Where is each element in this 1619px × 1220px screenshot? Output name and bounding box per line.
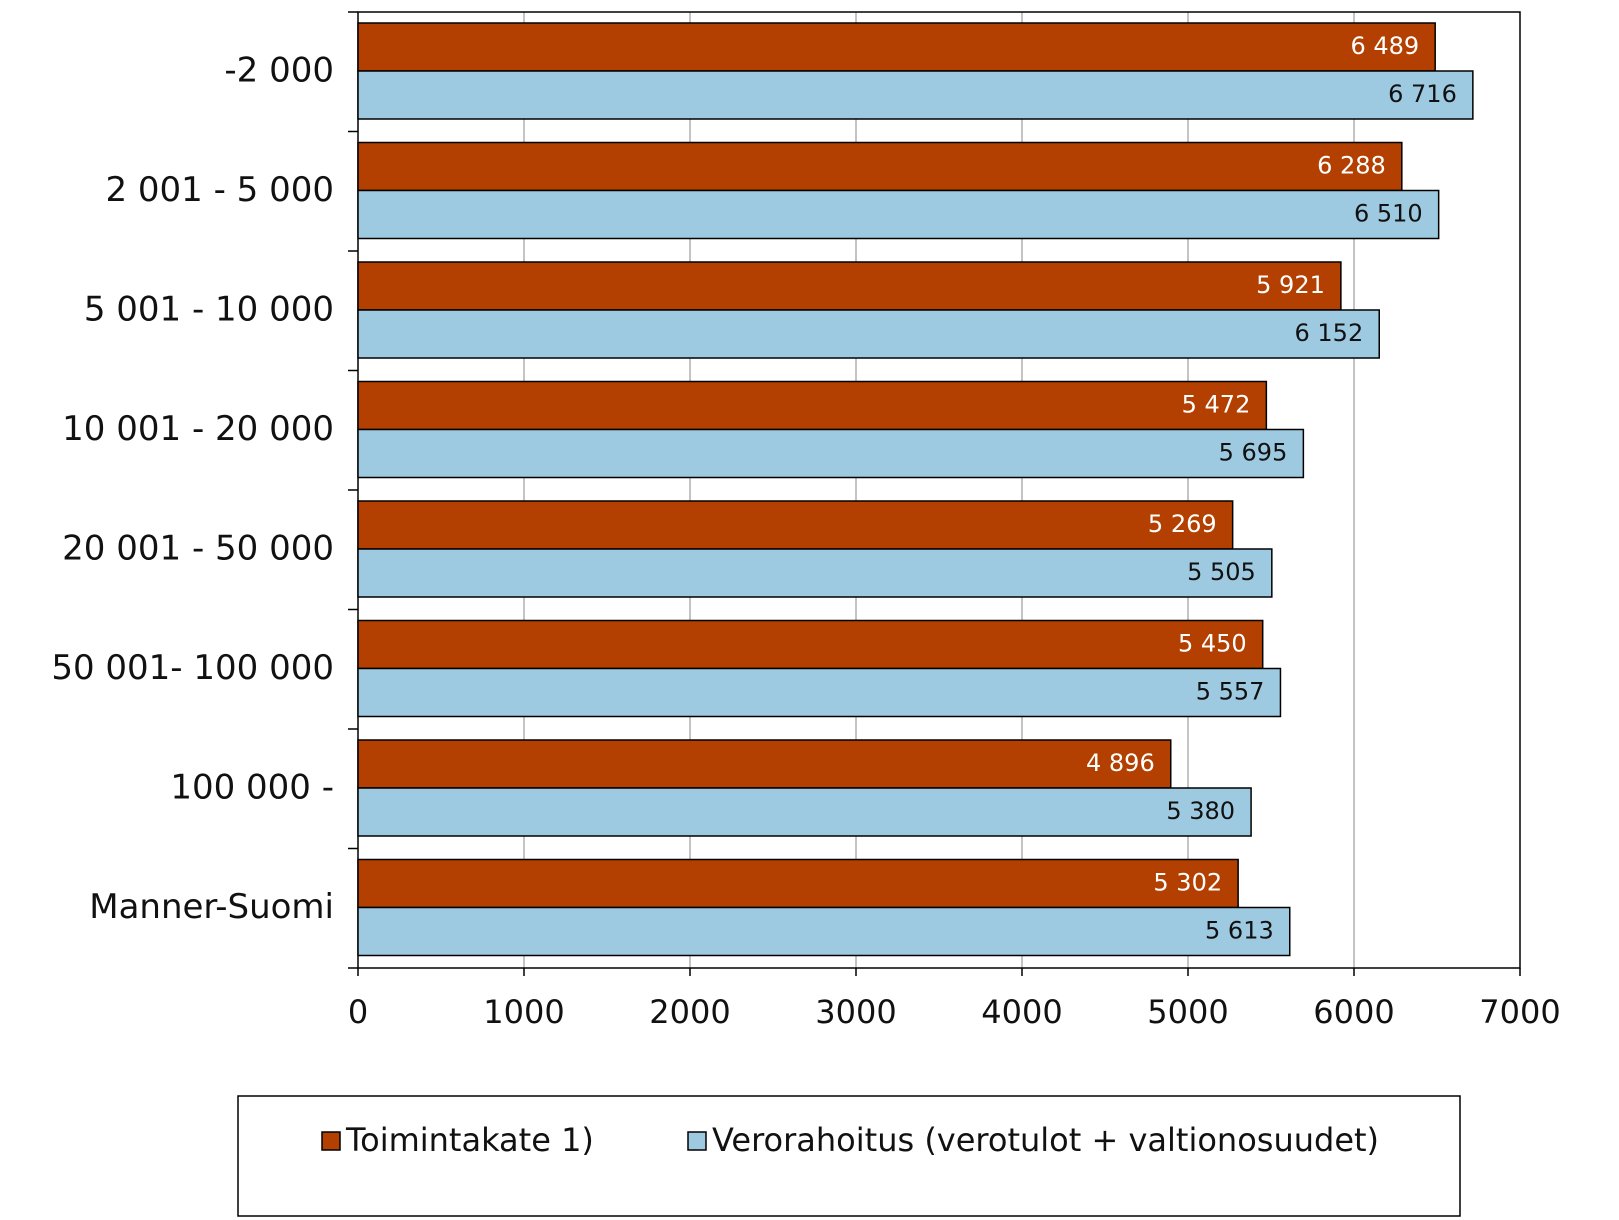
bar <box>357 619 1264 670</box>
y-tick-label: 10 001 - 20 000 <box>62 409 334 449</box>
y-tick-label: 5 001 - 10 000 <box>84 289 334 329</box>
legend-swatch <box>321 1131 341 1151</box>
y-tick-label: 20 001 - 50 000 <box>62 528 334 568</box>
y-tick-label: -2 000 <box>224 50 334 90</box>
legend-box <box>237 1095 1461 1217</box>
x-tick-label: 4000 <box>981 993 1062 1031</box>
bar <box>357 428 1305 479</box>
bar <box>357 787 1252 837</box>
bar <box>357 500 1234 550</box>
y-tick-label: 100 000 - <box>170 767 334 807</box>
data-label: 6 510 <box>1354 200 1423 228</box>
bar <box>357 548 1273 598</box>
x-tick-label: 7000 <box>1479 993 1560 1031</box>
y-tick-label: 2 001 - 5 000 <box>105 170 334 210</box>
bar <box>357 141 1403 192</box>
data-label: 5 613 <box>1205 917 1274 945</box>
bar <box>357 667 1282 718</box>
y-tick-label: Manner-Suomi <box>89 887 334 927</box>
x-tick-label: 0 <box>348 993 368 1031</box>
data-label: 5 269 <box>1148 510 1217 538</box>
data-label: 5 380 <box>1166 797 1235 825</box>
data-label: 5 302 <box>1153 869 1222 897</box>
x-tick-label: 3000 <box>815 993 896 1031</box>
bar <box>357 189 1440 240</box>
data-label: 6 489 <box>1350 32 1419 60</box>
y-tick-label: 50 001- 100 000 <box>51 648 334 688</box>
data-label: 5 695 <box>1219 439 1288 467</box>
bar <box>357 309 1380 359</box>
data-label: 5 921 <box>1256 271 1325 299</box>
legend-label: Verorahoitus (verotulot + valtionosuudet… <box>712 1121 1379 1159</box>
bar <box>357 858 1239 909</box>
data-label: 6 152 <box>1295 319 1364 347</box>
x-tick-label: 1000 <box>483 993 564 1031</box>
bar <box>357 739 1172 789</box>
data-label: 5 450 <box>1178 630 1247 658</box>
x-tick-label: 6000 <box>1313 993 1394 1031</box>
data-label: 6 288 <box>1317 152 1386 180</box>
data-label: 6 716 <box>1388 80 1457 108</box>
data-label: 5 505 <box>1187 558 1256 586</box>
bar <box>357 380 1268 431</box>
bar <box>357 906 1291 957</box>
data-label: 5 472 <box>1182 391 1251 419</box>
x-tick-label: 5000 <box>1147 993 1228 1031</box>
legend-label: Toimintakate 1) <box>345 1121 594 1159</box>
bar <box>357 22 1436 72</box>
data-label: 4 896 <box>1086 749 1155 777</box>
data-label: 5 557 <box>1196 678 1265 706</box>
legend-swatch <box>687 1131 707 1151</box>
bar <box>357 261 1342 311</box>
bar <box>357 70 1474 120</box>
x-tick-label: 2000 <box>649 993 730 1031</box>
